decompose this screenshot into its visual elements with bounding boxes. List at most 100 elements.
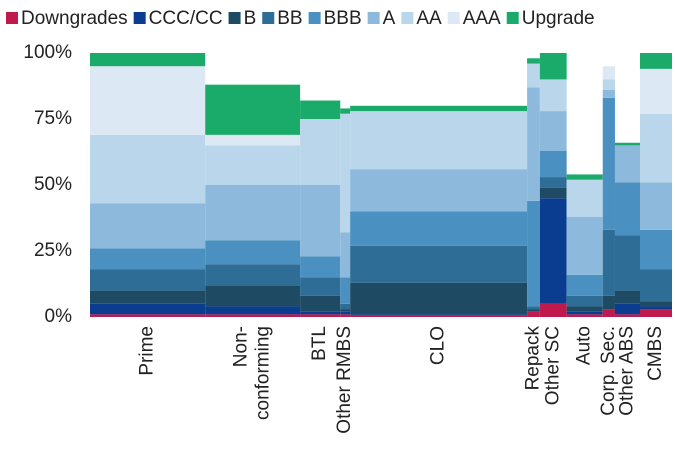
y-tick-label: 50% xyxy=(34,174,72,195)
segment xyxy=(340,113,351,233)
segment xyxy=(639,229,672,270)
segment xyxy=(539,187,567,199)
legend-swatch xyxy=(6,12,18,24)
segment xyxy=(90,134,206,204)
segment xyxy=(639,182,672,230)
segment xyxy=(539,150,567,178)
segment xyxy=(350,314,528,316)
segment xyxy=(350,211,528,246)
x-tick-label: Auto xyxy=(574,326,595,365)
segment xyxy=(539,111,567,151)
x-tick-label: CLO xyxy=(428,326,449,365)
legend-swatch xyxy=(133,12,146,24)
segment xyxy=(340,108,351,114)
segment xyxy=(350,315,528,317)
x-tick-label: BTL xyxy=(309,326,330,361)
segment xyxy=(602,229,615,296)
segment xyxy=(527,200,540,307)
segment xyxy=(90,248,206,270)
segment xyxy=(614,142,640,146)
segment xyxy=(300,277,341,296)
segment xyxy=(340,303,351,310)
segment xyxy=(566,179,603,217)
segment xyxy=(340,311,351,315)
x-tick-label: Non-conforming xyxy=(231,326,274,420)
segment xyxy=(527,306,540,310)
segment xyxy=(205,84,301,135)
segment xyxy=(205,306,301,315)
legend-label: AA xyxy=(416,8,442,29)
segment xyxy=(539,53,567,80)
segment xyxy=(614,314,640,317)
segment xyxy=(90,290,206,304)
legend-label: CCC/CC xyxy=(149,8,223,29)
segment xyxy=(614,145,640,183)
segment xyxy=(639,301,672,307)
x-tick-label: Prime xyxy=(137,326,158,376)
legend-swatch xyxy=(262,12,275,24)
segment xyxy=(300,314,341,317)
x-tick-label: Other ABS xyxy=(616,326,637,416)
segment xyxy=(350,282,528,315)
segment xyxy=(340,309,351,312)
segment xyxy=(340,277,351,304)
segment xyxy=(566,174,603,180)
segment xyxy=(566,274,603,296)
segment xyxy=(614,182,640,236)
segment xyxy=(340,232,351,278)
segment xyxy=(90,314,206,317)
y-tick-label: 100% xyxy=(23,42,72,63)
segment xyxy=(539,79,567,112)
segment xyxy=(350,105,528,112)
segment xyxy=(527,311,540,317)
legend-label: BB xyxy=(277,8,302,29)
segment xyxy=(614,303,640,315)
segment xyxy=(566,314,603,317)
segment xyxy=(205,285,301,307)
x-tick-label: Corp. Sec. xyxy=(598,326,619,416)
segment xyxy=(205,134,301,146)
segment xyxy=(90,303,206,315)
segment xyxy=(527,309,540,312)
legend-label: B xyxy=(244,8,257,29)
legend-swatch xyxy=(447,12,460,24)
legend-swatch xyxy=(228,12,241,24)
legend-swatch xyxy=(308,12,321,24)
segment xyxy=(602,66,615,80)
segment xyxy=(205,314,301,317)
segment xyxy=(527,63,540,88)
segment xyxy=(539,177,567,188)
segment xyxy=(527,87,540,201)
segment xyxy=(300,295,341,312)
segment xyxy=(205,264,301,286)
segment xyxy=(602,309,615,317)
segment xyxy=(300,256,341,278)
segment xyxy=(90,53,206,67)
segment xyxy=(566,306,603,312)
x-tick-label: Repack xyxy=(522,326,543,391)
segment xyxy=(350,245,528,283)
segment xyxy=(340,314,351,317)
segment xyxy=(602,295,615,310)
segment xyxy=(602,79,615,90)
legend-label: BBB xyxy=(324,8,362,29)
segment xyxy=(300,311,341,315)
segment xyxy=(639,309,672,317)
segment xyxy=(527,58,540,64)
segment xyxy=(205,185,301,241)
legend-label: AAA xyxy=(463,8,501,29)
segment xyxy=(300,119,341,185)
segment xyxy=(566,216,603,275)
segment xyxy=(539,303,567,317)
legend-label: Downgrades xyxy=(21,8,128,29)
segment xyxy=(539,198,567,304)
legend-swatch xyxy=(506,12,519,24)
segment xyxy=(566,311,603,315)
y-tick-label: 75% xyxy=(34,108,72,129)
segment xyxy=(90,66,206,135)
x-tick-label: Other SC xyxy=(542,326,563,405)
legend-label: A xyxy=(383,8,396,29)
legend-swatch xyxy=(401,12,414,24)
segment xyxy=(566,295,603,307)
